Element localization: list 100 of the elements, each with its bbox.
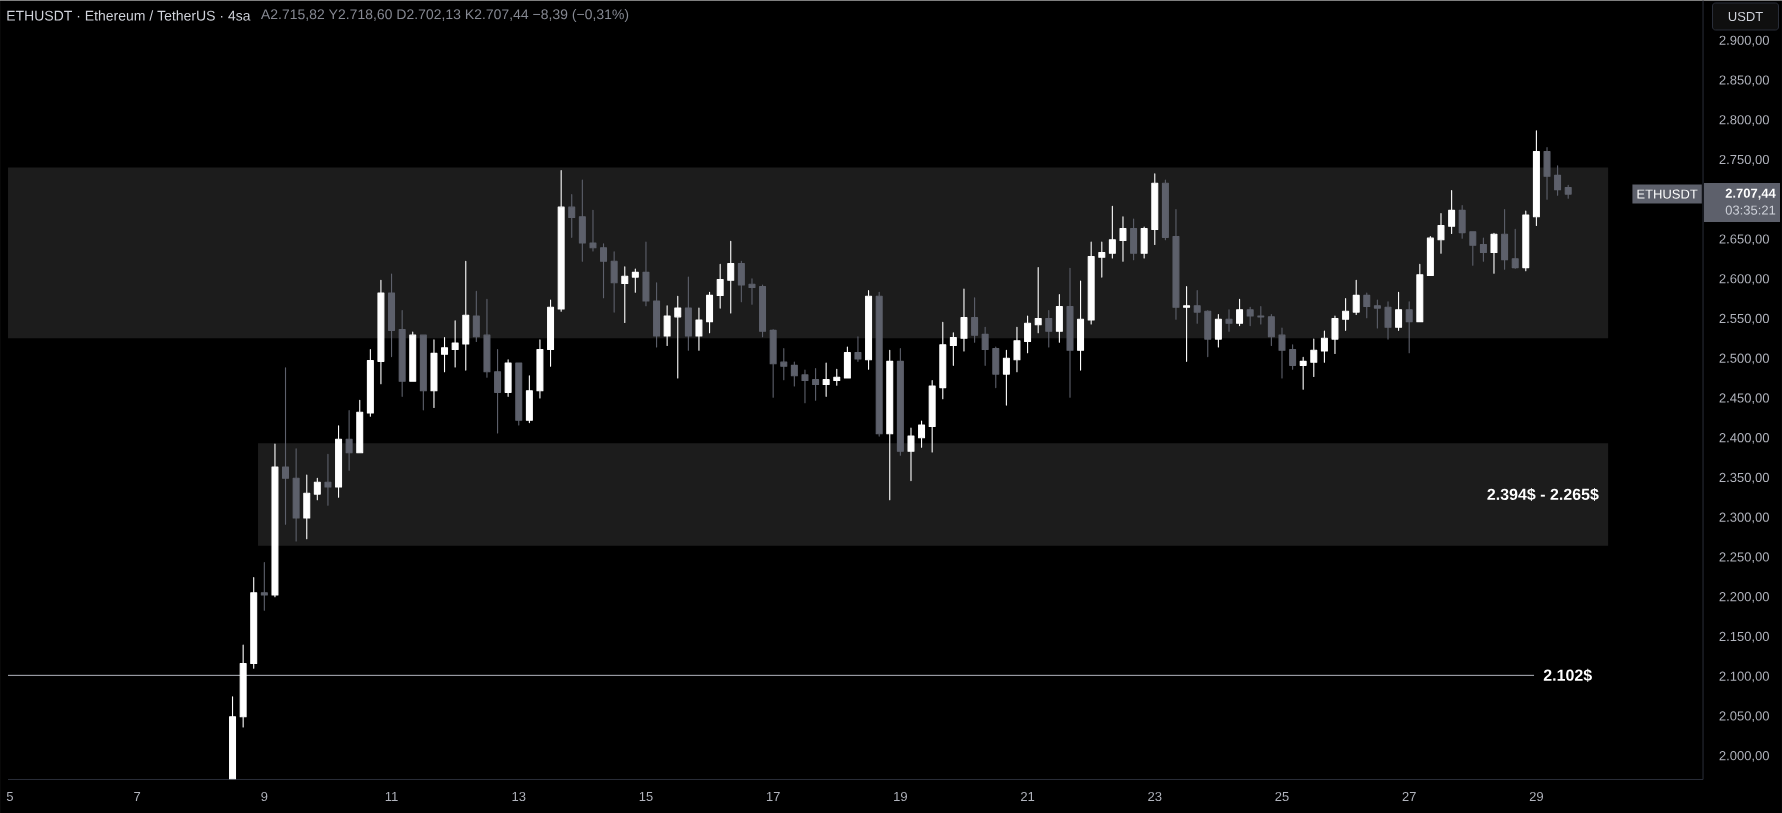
candlestick bbox=[843, 346, 851, 379]
text: USDT bbox=[1728, 11, 1763, 21]
candlestick bbox=[1087, 241, 1095, 325]
text: 03:35:21 bbox=[1725, 205, 1776, 215]
candlestick bbox=[335, 424, 343, 498]
candlestick bbox=[600, 242, 608, 299]
candlestick bbox=[801, 369, 809, 404]
candlestick bbox=[1172, 208, 1180, 320]
candlestick bbox=[1564, 184, 1572, 199]
candlestick bbox=[1034, 266, 1042, 334]
candlestick bbox=[1077, 280, 1085, 371]
candlestick bbox=[578, 179, 586, 262]
candlestick bbox=[1130, 218, 1138, 260]
candlestick bbox=[441, 336, 449, 373]
x-tick-label: 5 bbox=[6, 791, 13, 801]
candlestick bbox=[971, 296, 979, 343]
y-tick-label: 2.100,00 bbox=[1719, 671, 1769, 683]
candlestick bbox=[430, 339, 438, 408]
candlestick bbox=[324, 453, 332, 506]
candlestick bbox=[462, 260, 470, 371]
candlestick bbox=[547, 299, 555, 367]
candlestick bbox=[1405, 300, 1413, 353]
candlestick bbox=[515, 362, 523, 426]
candlestick bbox=[1013, 326, 1021, 373]
candlestick bbox=[1522, 210, 1530, 272]
y-tick-label: 2.600,00 bbox=[1719, 273, 1769, 285]
y-tick-label: 2.000,00 bbox=[1719, 750, 1769, 762]
candlestick bbox=[271, 443, 279, 597]
candlestick bbox=[504, 359, 512, 397]
candlestick bbox=[1045, 309, 1053, 348]
candlestick bbox=[1055, 293, 1063, 343]
candlestick bbox=[1511, 228, 1519, 269]
text: 2.707,44 bbox=[1725, 188, 1776, 200]
candlestick bbox=[536, 339, 544, 399]
candlestick bbox=[865, 289, 873, 370]
candlestick bbox=[1479, 237, 1487, 262]
candlestick bbox=[1310, 338, 1318, 377]
x-tick-label: 21 bbox=[1021, 791, 1035, 801]
candlestick bbox=[875, 291, 883, 437]
candlestick bbox=[1204, 309, 1212, 357]
candlestick bbox=[419, 334, 427, 411]
candlestick bbox=[822, 362, 830, 397]
candlestick bbox=[1501, 208, 1509, 270]
candlestick bbox=[1267, 313, 1275, 346]
candlestick bbox=[1119, 215, 1127, 262]
candlestick bbox=[239, 644, 247, 728]
candlestick bbox=[759, 284, 767, 338]
candlestick bbox=[409, 331, 417, 382]
candlestick bbox=[1490, 232, 1498, 274]
y-tick-label: 2.750,00 bbox=[1719, 154, 1769, 166]
x-tick-label: 13 bbox=[512, 791, 526, 801]
candlestick bbox=[250, 576, 258, 669]
x-tick-label: 27 bbox=[1402, 791, 1416, 801]
candlestick bbox=[928, 379, 936, 453]
candlestick bbox=[1246, 306, 1254, 326]
y-tick-label: 2.200,00 bbox=[1719, 591, 1769, 603]
candlestick bbox=[292, 448, 300, 542]
x-tick-label: 19 bbox=[894, 791, 907, 801]
candlestick bbox=[388, 273, 396, 357]
y-tick-label: 2.350,00 bbox=[1719, 472, 1769, 484]
candlestick bbox=[1426, 235, 1434, 276]
candlestick bbox=[1395, 291, 1403, 331]
x-tick-label: 23 bbox=[1148, 791, 1162, 801]
y-tick-label: 2.400,00 bbox=[1719, 432, 1769, 444]
y-tick-label: 2.450,00 bbox=[1719, 393, 1769, 404]
candlestick bbox=[992, 346, 1000, 388]
x-tick-label: 17 bbox=[766, 791, 780, 801]
candlestick bbox=[1140, 226, 1148, 259]
candlestick bbox=[557, 169, 565, 312]
candlestick bbox=[886, 349, 894, 500]
candlestick bbox=[631, 268, 639, 293]
y-tick-label: 2.050,00 bbox=[1719, 711, 1769, 722]
x-tick-label: 25 bbox=[1275, 791, 1289, 801]
candlestick bbox=[472, 290, 480, 342]
candlestick bbox=[366, 348, 374, 417]
candlestick bbox=[684, 276, 692, 351]
x-tick-label: 9 bbox=[261, 791, 268, 801]
candlestick bbox=[674, 295, 682, 379]
candlestick bbox=[960, 288, 968, 352]
candlestick bbox=[1108, 205, 1116, 259]
candlestick bbox=[1193, 289, 1201, 324]
candlestick bbox=[1299, 356, 1307, 390]
candlestick bbox=[451, 320, 459, 368]
candlestick bbox=[1469, 231, 1477, 266]
text: A2.715,82 Y2.718,60 D2.702,13 K2.707,44 −8,39 (−0,31%) bbox=[260, 8, 629, 22]
candlestick bbox=[642, 241, 650, 307]
candlestick bbox=[589, 209, 597, 252]
candlestick bbox=[695, 307, 703, 351]
y-tick-label: 2.300,00 bbox=[1719, 512, 1769, 524]
candlestick bbox=[1320, 330, 1328, 363]
candlestick bbox=[1363, 292, 1371, 318]
ref-line-label: 2.102$ bbox=[1543, 668, 1592, 682]
y-tick-label: 2.850,00 bbox=[1719, 75, 1769, 86]
x-tick-label: 29 bbox=[1529, 791, 1544, 801]
x-tick-label: 15 bbox=[639, 791, 653, 801]
candlestick bbox=[1257, 305, 1265, 325]
x-tick-label: 11 bbox=[385, 791, 398, 801]
y-tick-label: 2.900,00 bbox=[1719, 35, 1769, 47]
x-tick-label: 7 bbox=[134, 791, 141, 801]
candlestick bbox=[949, 331, 957, 366]
